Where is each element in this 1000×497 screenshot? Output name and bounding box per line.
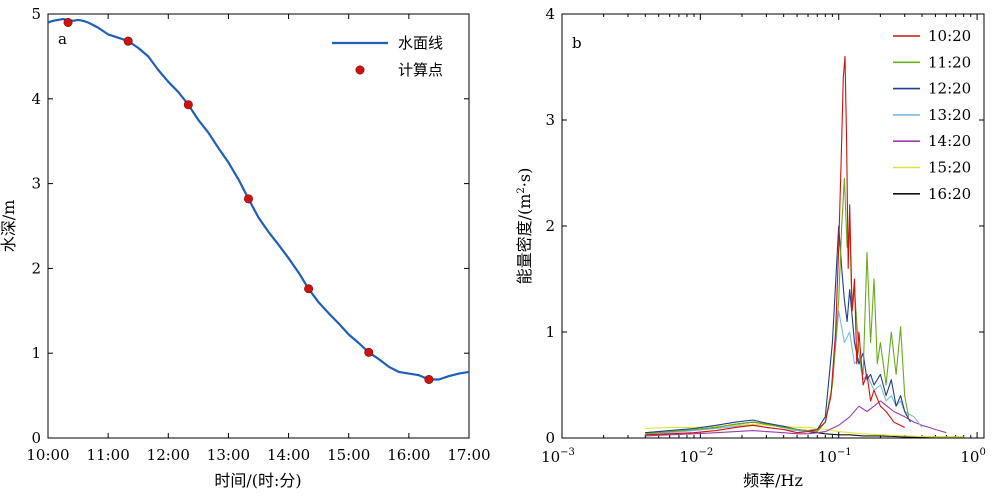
panel-a-series <box>47 17 470 384</box>
panel-a-ylabel: 水深/m <box>0 200 18 253</box>
legend-entry-1220: 12:20 <box>928 80 971 98</box>
series-line-1520 <box>645 423 964 438</box>
panel-a-water-depth-chart: 10:00 11:00 12:00 13:00 14:00 15:00 16:00 17:00… <box>0 5 491 490</box>
series-line-1120 <box>645 177 910 435</box>
b-ytick-label: 0 <box>545 429 555 447</box>
panel-a-ticks: 10:00 11:00 12:00 13:00 14:00 15:00 16:00 17:00… <box>26 5 490 464</box>
panel-a-legend: 水面线 计算点 <box>332 34 443 79</box>
legend-entry-1020: 10:20 <box>928 27 971 45</box>
panel-b-series <box>645 55 964 438</box>
a-xtick-label: 10:00 <box>26 446 69 464</box>
a-ytick-label: 1 <box>31 344 41 362</box>
calc-point-marker <box>304 284 314 294</box>
legend-entry-calc-points: 计算点 <box>398 61 443 79</box>
b-ytick-label: 3 <box>545 111 555 129</box>
b-xtick-exp: 0 <box>979 447 985 458</box>
b-xtick-label: 10−3 <box>541 447 575 466</box>
legend-marker-swatch <box>355 65 365 75</box>
b-ytick-label: 2 <box>545 217 555 235</box>
b-xtick-base: 10 <box>818 448 837 466</box>
panel-b-label: b <box>572 34 582 52</box>
series-line-1020 <box>645 55 905 436</box>
legend-entry-1120: 11:20 <box>928 53 971 71</box>
a-ytick-label: 3 <box>31 175 41 193</box>
a-ytick-label: 0 <box>31 429 41 447</box>
a-xtick-label: 17:00 <box>447 446 490 464</box>
calc-point-marker <box>183 100 193 110</box>
panel-b-legend: 10:20 11:20 12:20 13:20 14:20 15:20 16:20 <box>893 27 971 203</box>
calc-point-marker <box>123 36 133 46</box>
panel-b-ylabel-end: ·s) <box>515 168 534 188</box>
b-xtick-exp: −2 <box>699 447 714 458</box>
b-xtick-label: 10−1 <box>818 447 852 466</box>
series-line-1420 <box>645 400 947 437</box>
calc-point-marker <box>243 194 253 204</box>
panel-b-xlabel: 频率/Hz <box>743 471 803 490</box>
legend-entry-water-surface: 水面线 <box>398 34 443 52</box>
legend-entry-1620: 16:20 <box>928 185 971 203</box>
calc-point-marker <box>364 347 374 357</box>
b-xtick-base: 10 <box>960 448 979 466</box>
legend-entry-1320: 13:20 <box>928 106 971 124</box>
series-line-1320 <box>645 310 923 435</box>
a-xtick-label: 14:00 <box>267 446 310 464</box>
a-xtick-label: 12:00 <box>147 446 190 464</box>
calc-point-marker <box>63 17 73 27</box>
b-xtick-base: 10 <box>679 448 698 466</box>
panel-a-plot-frame <box>47 13 470 439</box>
panel-b-ylabel: 能量密度/(m2·s) <box>515 168 534 285</box>
a-ytick-label: 2 <box>31 259 41 277</box>
panel-b-ylabel-main: 能量密度/(m <box>515 194 534 285</box>
panel-a-xlabel: 时间/(时:分) <box>214 471 301 490</box>
a-xtick-label: 16:00 <box>387 446 430 464</box>
panel-b-ylabel-sup: 2 <box>516 187 527 193</box>
a-xtick-label: 13:00 <box>207 446 250 464</box>
a-xtick-label: 11:00 <box>87 446 130 464</box>
panel-b-plot-frame <box>561 13 985 439</box>
a-ytick-label: 4 <box>31 90 41 108</box>
b-xtick-label: 100 <box>960 447 985 466</box>
a-ytick-label: 5 <box>31 5 41 23</box>
series-line-1220 <box>645 225 911 434</box>
series-line-water-surface <box>47 18 470 381</box>
panel-a-label: a <box>58 30 67 48</box>
b-xtick-exp: −3 <box>560 447 575 458</box>
b-xtick-base: 10 <box>541 448 560 466</box>
a-xtick-label: 15:00 <box>327 446 370 464</box>
b-ytick-label: 1 <box>545 323 555 341</box>
calc-point-marker <box>424 374 434 384</box>
legend-entry-1520: 15:20 <box>928 159 971 177</box>
b-ytick-label: 4 <box>545 5 555 23</box>
legend-entry-1420: 14:20 <box>928 132 971 150</box>
b-xtick-label: 10−2 <box>679 447 713 466</box>
b-xtick-exp: −1 <box>837 447 852 458</box>
